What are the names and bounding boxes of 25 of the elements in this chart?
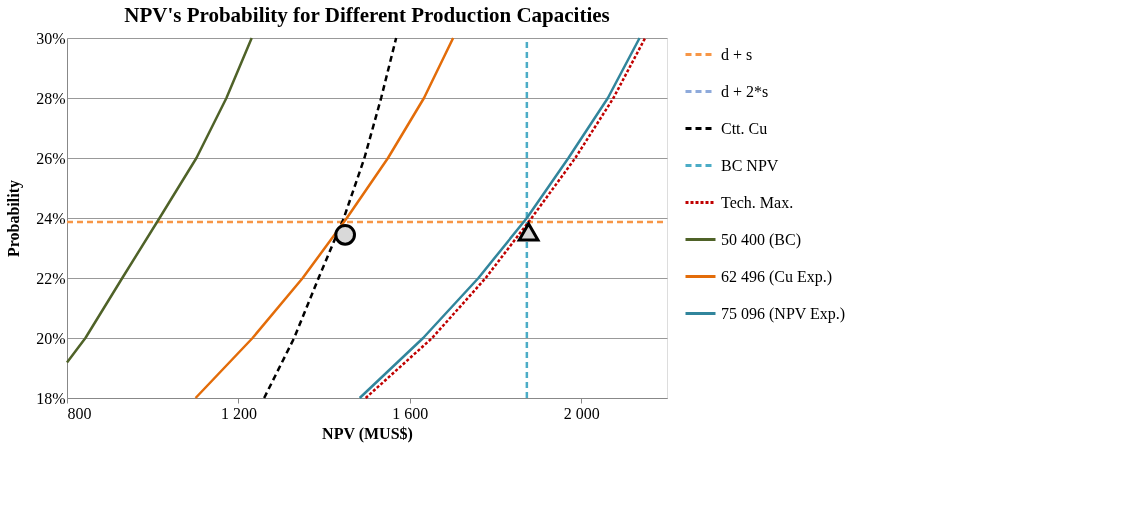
y-tick-label: 24% bbox=[36, 209, 66, 227]
line-series bbox=[194, 36, 455, 400]
legend-label: d + s bbox=[721, 45, 753, 63]
legend-label: 75 096 (NPV Exp.) bbox=[721, 304, 846, 323]
y-tick-label: 18% bbox=[36, 389, 66, 407]
y-tick-label: 20% bbox=[36, 329, 66, 347]
x-tick-label: 800 bbox=[67, 404, 92, 422]
chart-title: NPV's Probability for Different Production Capacities bbox=[124, 3, 610, 27]
legend-label: 50 400 (BC) bbox=[721, 230, 801, 249]
line-series bbox=[262, 36, 398, 400]
y-axis-title: Probability bbox=[5, 179, 24, 258]
x-axis-title: NPV (MUS$) bbox=[322, 424, 413, 443]
x-tick-label: 1 600 bbox=[392, 404, 429, 422]
line-series bbox=[65, 36, 253, 364]
legend-label: Tech. Max. bbox=[721, 193, 794, 211]
legend-label: d + 2*s bbox=[721, 82, 769, 100]
legend-label: Ctt. Cu bbox=[721, 119, 768, 137]
y-tick-label: 22% bbox=[36, 269, 66, 287]
y-tick-label: 26% bbox=[36, 149, 66, 167]
legend-label: BC NPV bbox=[721, 156, 779, 174]
y-tick-label: 30% bbox=[36, 29, 66, 47]
legend-label: 62 496 (Cu Exp.) bbox=[721, 267, 833, 286]
x-tick-label: 2 000 bbox=[563, 404, 600, 422]
y-tick-label: 28% bbox=[36, 89, 66, 107]
x-tick-label: 1 200 bbox=[220, 404, 257, 422]
